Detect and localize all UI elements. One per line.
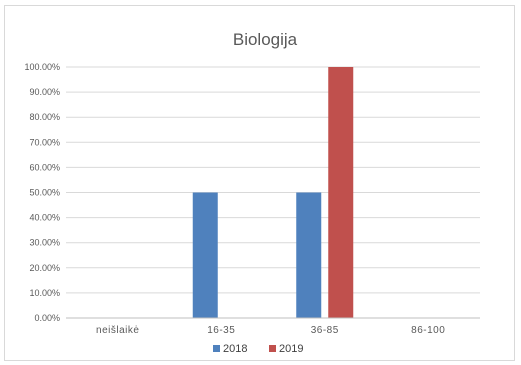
legend: 2018 2019 bbox=[213, 343, 303, 355]
y-tick-label: 80.00% bbox=[29, 112, 60, 122]
legend-swatch-2018 bbox=[213, 345, 220, 352]
bar-2018-16-35 bbox=[192, 192, 218, 318]
y-tick-label: 20.00% bbox=[29, 263, 60, 273]
bar-2019-36-85 bbox=[328, 67, 354, 318]
y-tick-label: 0.00% bbox=[34, 313, 60, 323]
x-category-label: 36-85 bbox=[311, 325, 339, 336]
bar-2018-36-85 bbox=[296, 192, 322, 318]
legend-label-2018: 2018 bbox=[223, 343, 247, 355]
x-category-label: 16-35 bbox=[207, 325, 235, 336]
y-tick-label: 40.00% bbox=[29, 213, 60, 223]
chart-area bbox=[4, 5, 515, 361]
legend-swatch-2019 bbox=[269, 345, 276, 352]
y-tick-label: 90.00% bbox=[29, 87, 60, 97]
x-category-label: 86-100 bbox=[411, 325, 445, 336]
y-tick-label: 100.00% bbox=[24, 62, 60, 72]
bars bbox=[192, 67, 354, 318]
chart-title: Biologija bbox=[233, 30, 298, 49]
y-tick-label: 30.00% bbox=[29, 238, 60, 248]
y-tick-label: 10.00% bbox=[29, 288, 60, 298]
y-tick-label: 60.00% bbox=[29, 162, 60, 172]
x-axis-category-labels: neišlaikė 16-35 36-85 86-100 bbox=[96, 325, 445, 336]
gridlines bbox=[66, 66, 480, 294]
y-tick-label: 50.00% bbox=[29, 188, 60, 198]
x-category-label: neišlaikė bbox=[96, 325, 139, 336]
y-tick-label: 70.00% bbox=[29, 137, 60, 147]
legend-label-2019: 2019 bbox=[279, 343, 303, 355]
y-axis-tick-labels: 0.00% 10.00% 20.00% 30.00% 40.00% 50.00% 60.00… bbox=[24, 62, 60, 323]
